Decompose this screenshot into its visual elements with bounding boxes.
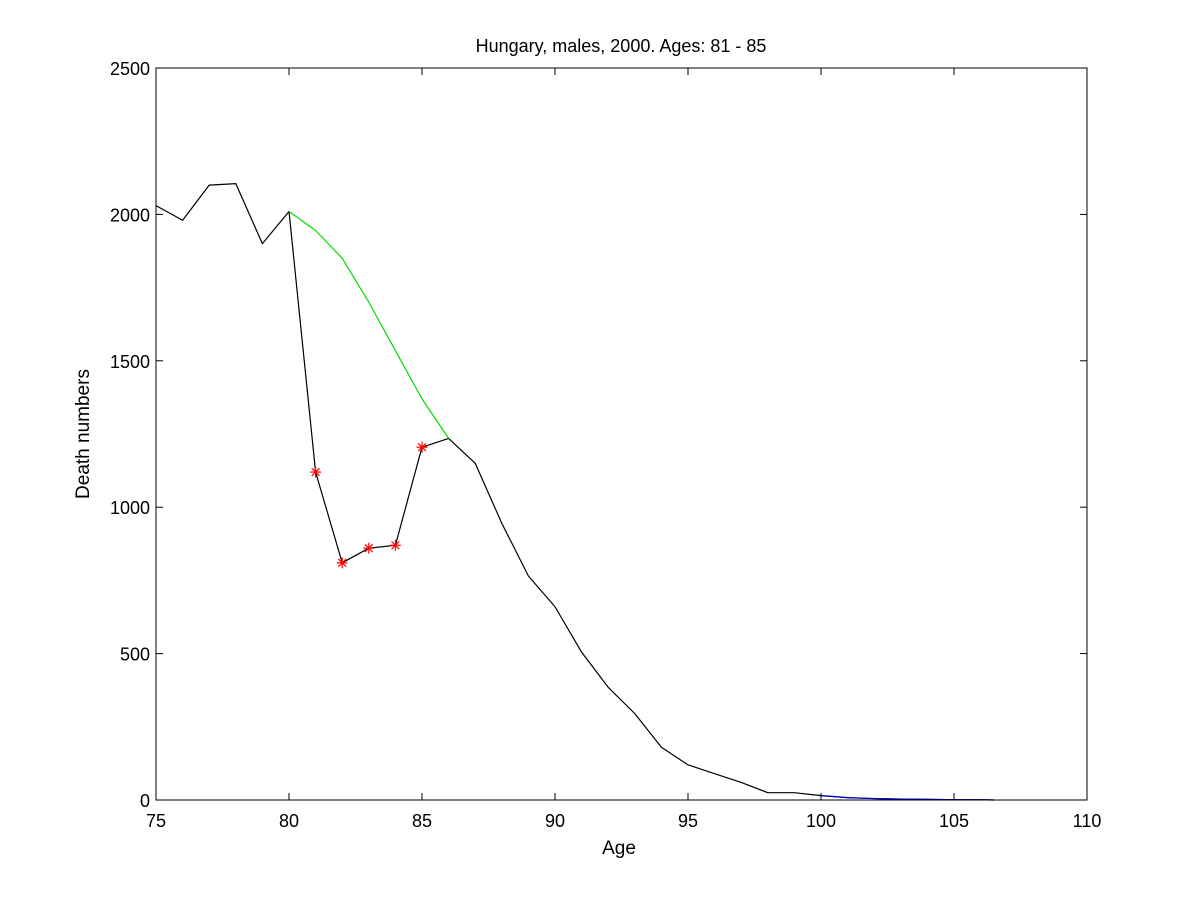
x-axis-label: Age — [602, 838, 636, 859]
x-tick-label: 105 — [939, 811, 969, 831]
x-tick-label: 80 — [279, 811, 299, 831]
y-tick-label: 1000 — [110, 498, 150, 518]
y-tick-label: 500 — [120, 645, 150, 665]
asterisk-marker — [363, 542, 375, 554]
plot-area — [156, 68, 1087, 800]
series-line — [288, 210, 450, 439]
asterisk-marker — [336, 557, 348, 569]
x-tick-label: 95 — [678, 811, 698, 831]
x-tick-label: 110 — [1073, 811, 1102, 831]
series-layer — [155, 183, 994, 801]
x-tick-label: 90 — [545, 811, 565, 831]
asterisk-marker — [389, 539, 401, 551]
y-tick-label: 2000 — [110, 205, 150, 225]
asterisk-marker — [416, 441, 428, 453]
tick-layer: 75 80 85 90 95 100 105 110 0 500 1000 1500 2000 2500 — [110, 59, 1101, 831]
y-axis-label: Death numbers — [73, 369, 94, 499]
x-tick-label: 100 — [806, 811, 836, 831]
chart-title: Hungary, males, 2000. Ages: 81 - 85 — [476, 36, 767, 56]
x-tick-label: 75 — [146, 811, 166, 831]
y-tick-label: 1500 — [110, 352, 150, 372]
original-data-markers — [310, 441, 428, 569]
y-tick-label: 0 — [140, 791, 150, 811]
plot-frame — [155, 67, 1088, 801]
x-tick-label: 85 — [412, 811, 432, 831]
adjusted-deaths-line — [288, 210, 450, 439]
asterisk-marker — [310, 466, 322, 478]
y-tick-label: 2500 — [110, 59, 150, 79]
